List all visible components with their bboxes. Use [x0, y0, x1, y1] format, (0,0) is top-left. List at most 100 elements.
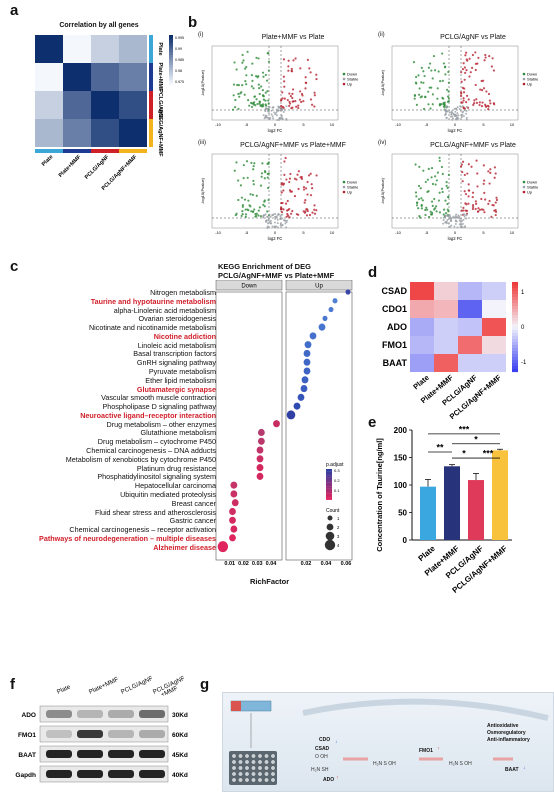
kegg-dot-up: [300, 385, 308, 393]
corr-cell: [35, 63, 63, 91]
corr-scale-tick: 0.99: [175, 47, 182, 51]
gene-label: CDO1: [382, 304, 407, 314]
volcano-ylabel: -log10(Pvalue): [380, 69, 385, 96]
kegg-dot-up: [303, 367, 311, 375]
volcano-x-tick: -10: [215, 122, 222, 127]
corr-cell: [63, 63, 91, 91]
blot-band: [77, 730, 103, 738]
kegg-title-1: KEGG Enrichment of DEG: [218, 262, 311, 271]
blot-protein-label: FMO1: [18, 732, 36, 739]
kegg-dot-down: [256, 455, 264, 463]
kegg-pathway-label: Pathways of neurodegeneration – multiple…: [39, 533, 216, 543]
panel-a-label: a: [10, 2, 19, 19]
kegg-pathway-label: Gastric cancer: [169, 516, 216, 526]
volcano-x-tick: 10: [510, 122, 515, 127]
sample-color-bar: [149, 91, 153, 119]
bar-y-tick: 200: [394, 426, 408, 435]
kegg-dot-up: [345, 289, 351, 295]
blot-band: [108, 770, 134, 778]
gene-label: FMO1: [382, 340, 407, 350]
corr-col-label: Plate+MMF: [58, 154, 83, 179]
kegg-x-tick: 0.02: [301, 561, 312, 565]
gene-heatmap: CSAD CDO1 ADO FMO1 BAAT 1 0 -1: [381, 282, 527, 373]
bar-y-tick: 100: [394, 481, 408, 490]
kegg-dot-up: [303, 349, 311, 358]
taurine-bar: [444, 466, 460, 540]
volcano-x-tick: 10: [330, 230, 335, 235]
count-legend-dot: [327, 515, 333, 521]
gene-label: CSAD: [381, 286, 407, 296]
blot-lane-label: PCLG/AgNF: [120, 675, 154, 696]
bar-x-label: Plate: [416, 544, 437, 564]
kegg-pathway-label: Neuroactive ligand–receptor interaction: [80, 410, 216, 420]
corr-cell: [119, 63, 147, 91]
volcano-legend-entry: Up: [347, 82, 353, 87]
correlation-title: Correlation by all genes: [59, 22, 139, 29]
corr-col-label: PCLG/AgNF: [84, 154, 111, 181]
sample-color-bar: [149, 63, 153, 91]
volcano-legend-entry: Up: [527, 190, 533, 195]
corr-scale-tick: 0.975: [175, 80, 184, 84]
corr-cell: [63, 35, 91, 63]
count-legend-tick: 2: [337, 525, 340, 530]
corr-scale-tick: 0.98: [175, 69, 182, 73]
kegg-pathway-label: Basal transcription factors: [133, 349, 216, 359]
blot-band: [46, 750, 72, 758]
effect-antioxidative: Antioxidative: [487, 723, 519, 729]
kegg-dot-down: [257, 428, 265, 437]
kegg-dot-down: [257, 437, 265, 445]
kegg-dot-up: [309, 332, 317, 340]
kegg-dot-down: [231, 499, 239, 507]
volcano-xlabel: log2 FC: [448, 128, 463, 133]
kegg-dot-down: [256, 472, 264, 480]
arrow-down-baat-icon: ↓: [523, 765, 526, 771]
gene-cell: [434, 318, 458, 336]
blot-band: [46, 770, 72, 778]
gene-scale-tick: 1: [521, 290, 525, 296]
sample-color-bar: [149, 119, 153, 147]
panel-b-label: b: [188, 14, 198, 31]
gene-cell: [410, 354, 434, 372]
enzyme-baat: BAAT: [505, 767, 519, 773]
blot-protein-label: Gapdh: [15, 772, 36, 779]
blot-band: [108, 730, 134, 738]
taurine-bar: [492, 450, 508, 540]
volcano-xlabel: log2 FC: [268, 236, 283, 241]
blot-band: [77, 710, 103, 718]
kegg-dot-down: [229, 516, 236, 524]
kegg-dot-up: [293, 402, 301, 410]
gene-cell: [458, 300, 482, 318]
kegg-dot-up: [297, 393, 305, 401]
kegg-pathway-label: Phospholipase D signaling pathway: [102, 402, 216, 412]
volcano-x-tick: 0: [274, 122, 277, 127]
blot-band: [139, 730, 165, 738]
panel-e-label: e: [368, 414, 377, 431]
kegg-x-tick: 0.03: [252, 561, 263, 565]
volcano-ylabel: -log10(Pvalue): [200, 69, 205, 96]
kegg-title-2: PCLG/AgNF+MMF vs Plate+MMF: [218, 271, 335, 280]
kegg-pathway-label: Breast cancer: [171, 498, 216, 508]
kegg-pathway-label: Glutathione metabolism: [140, 428, 216, 438]
kegg-dot-down: [229, 534, 236, 542]
volcano-title: Plate+MMF vs Plate: [261, 34, 325, 41]
corr-cell: [119, 91, 147, 119]
count-legend-title: Count: [326, 508, 340, 514]
blot-strip: [39, 725, 169, 743]
volcano-x-tick: -10: [395, 122, 402, 127]
significance-mark: *: [462, 449, 466, 459]
schematic-panel: O OH H₂N SH H₂N S OH H₂N S OH CDO CSAD A…: [222, 692, 554, 792]
volcano-x-tick: 5: [302, 230, 305, 235]
kegg-pathway-label: Drug metabolism – cytochrome P450: [97, 437, 216, 447]
kegg-facet-label: Down: [241, 284, 256, 290]
blot-size-label: 45Kd: [172, 752, 188, 759]
kegg-pathway-label: Pyruvate metabolism: [148, 367, 216, 377]
kegg-pathway-label: Chemical carcinogenesis – DNA adducts: [86, 446, 216, 456]
volcano-x-tick: -5: [425, 122, 429, 127]
kegg-pathway-label: Hepatocellular carcinoma: [134, 481, 216, 491]
kegg-pathway-label: GnRH signaling pathway: [136, 358, 216, 368]
enzyme-cdo: CDO: [319, 737, 331, 743]
blot-size-label: 40Kd: [172, 772, 188, 779]
bar-ylabel: Concentration of Taurine[ng/ml]: [375, 438, 384, 552]
kegg-dot-down: [273, 420, 280, 428]
kegg-pathway-label: Glutamatergic synapse: [136, 384, 216, 394]
